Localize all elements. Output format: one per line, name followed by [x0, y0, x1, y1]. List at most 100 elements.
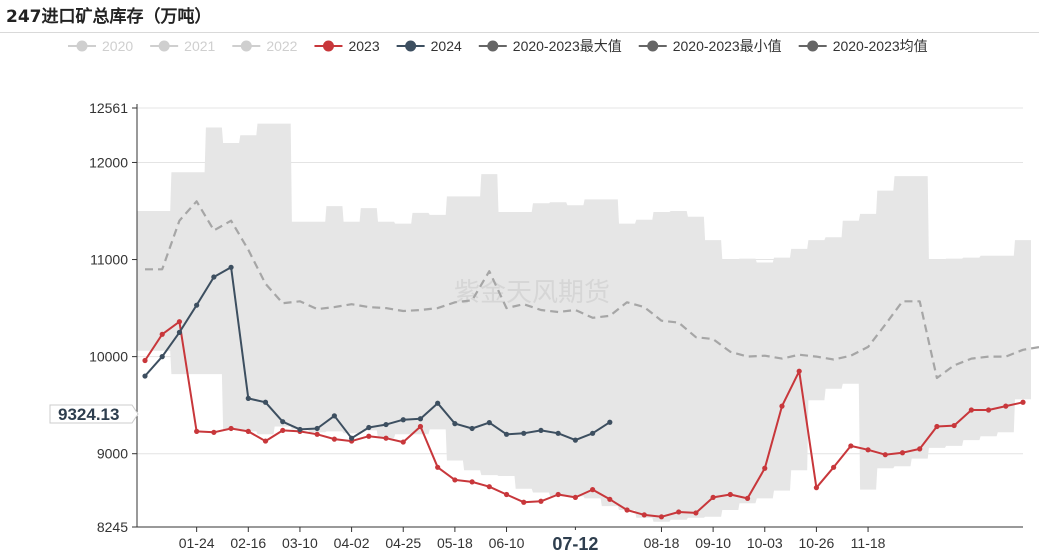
point-2023: [693, 510, 699, 516]
legend-item-2020-2023均值[interactable]: 2020-2023均值: [798, 38, 928, 54]
point-2024: [176, 329, 183, 335]
point-2023: [899, 450, 906, 456]
point-2023: [262, 438, 269, 444]
point-2024: [555, 430, 561, 436]
point-2024: [366, 424, 372, 431]
legend-item-2024[interactable]: 2024: [396, 38, 462, 54]
legend: 2020 2021 2022 2023 2024 2020-2023最大值 2020-202…: [68, 38, 928, 54]
point-2023: [624, 507, 630, 513]
point-2024: [607, 419, 613, 425]
point-2024: [314, 425, 320, 432]
legend-label: 2020: [102, 38, 133, 54]
point-2024: [452, 421, 458, 427]
y-pointer-box: [49, 404, 139, 424]
point-2024: [572, 437, 578, 443]
axis-pointers: 9324.13 07-12: [49, 404, 606, 556]
point-2023: [521, 499, 527, 505]
point-2023: [727, 491, 733, 498]
point-2023: [676, 509, 682, 515]
point-2023: [366, 433, 372, 439]
x-tick-label: 02-16: [230, 535, 266, 551]
y-tick-label: 12000: [89, 154, 128, 170]
x-pointer-box: [545, 530, 606, 556]
legend-item-2020[interactable]: 2020: [68, 38, 133, 54]
point-2024: [348, 435, 355, 441]
point-2023: [779, 403, 785, 409]
x-tick-label: 10-26: [799, 535, 835, 551]
legend-item-2020-2023最大值[interactable]: 2020-2023最大值: [478, 38, 622, 54]
point-2023: [469, 479, 475, 485]
y-tick-label: 10000: [89, 349, 128, 365]
point-2024: [486, 420, 492, 426]
legend-item-2020-2023最小值[interactable]: 2020-2023最小值: [638, 38, 782, 54]
point-2024: [211, 274, 217, 280]
point-2023: [211, 429, 217, 435]
point-2023: [1020, 399, 1026, 405]
point-2023: [245, 428, 251, 434]
x-tick-label: 05-18: [437, 535, 473, 551]
point-2024: [142, 373, 148, 379]
point-2024: [262, 399, 269, 405]
legend-marker: [158, 40, 170, 52]
legend-item-2023[interactable]: 2023: [314, 38, 380, 54]
point-2024: [417, 416, 424, 422]
point-2023: [848, 443, 854, 449]
point-2024: [469, 425, 475, 432]
series-lines: [142, 200, 1039, 520]
point-2024: [400, 417, 406, 423]
chart-title: 247进口矿总库存（万吨）: [6, 7, 212, 27]
x-tick-label: 08-18: [644, 535, 680, 551]
point-2024: [297, 426, 303, 433]
legend-label: 2022: [266, 38, 297, 54]
series-line-2020-2023均值: [145, 200, 1039, 380]
legend-label: 2020-2023均值: [833, 38, 928, 54]
legend-marker: [807, 40, 819, 52]
x-tick-label: 01-24: [179, 535, 215, 551]
series-line-2023: [144, 320, 1024, 518]
y-tick-label: 8245: [97, 519, 128, 535]
point-2024: [538, 427, 544, 434]
point-2023: [228, 425, 234, 432]
point-2024: [590, 430, 596, 436]
legend-label: 2024: [431, 38, 462, 54]
point-2023: [865, 447, 871, 453]
point-2023: [813, 485, 820, 491]
legend-item-2021[interactable]: 2021: [150, 38, 216, 54]
x-tick-label: 06-10: [489, 535, 525, 551]
legend-label: 2021: [184, 38, 215, 54]
x-tick-label: 10-03: [747, 535, 783, 551]
point-2024: [280, 419, 286, 425]
point-2023: [641, 512, 647, 518]
legend-item-2022[interactable]: 2022: [232, 38, 298, 54]
point-2023: [744, 495, 751, 501]
point-2023: [331, 436, 337, 442]
point-2023: [831, 464, 837, 470]
point-2023: [194, 428, 200, 434]
y-tick-label: 11000: [90, 252, 128, 268]
point-2023: [555, 491, 561, 498]
x-tick-label: 11-18: [851, 535, 886, 551]
point-2023: [486, 484, 492, 490]
series-line-2024: [144, 266, 611, 442]
point-2023: [176, 319, 183, 325]
x-tick-label: 09-10: [695, 535, 731, 551]
legend-marker: [240, 40, 252, 52]
point-2024: [521, 430, 527, 436]
legend-marker: [405, 40, 417, 52]
point-2023: [1003, 403, 1009, 409]
point-2023: [503, 491, 510, 498]
legend-label: 2020-2023最小值: [673, 38, 782, 54]
legend-marker: [647, 40, 659, 52]
point-2023: [383, 435, 389, 441]
point-2023: [572, 494, 578, 500]
axes: [136, 104, 1023, 528]
point-2023: [452, 477, 458, 483]
y-tick-label: 12561: [89, 100, 128, 116]
legend-marker: [76, 40, 88, 52]
point-2024: [503, 431, 510, 437]
point-2023: [796, 368, 802, 374]
point-2024: [228, 264, 234, 270]
point-2024: [331, 413, 337, 419]
point-2024: [245, 395, 251, 401]
